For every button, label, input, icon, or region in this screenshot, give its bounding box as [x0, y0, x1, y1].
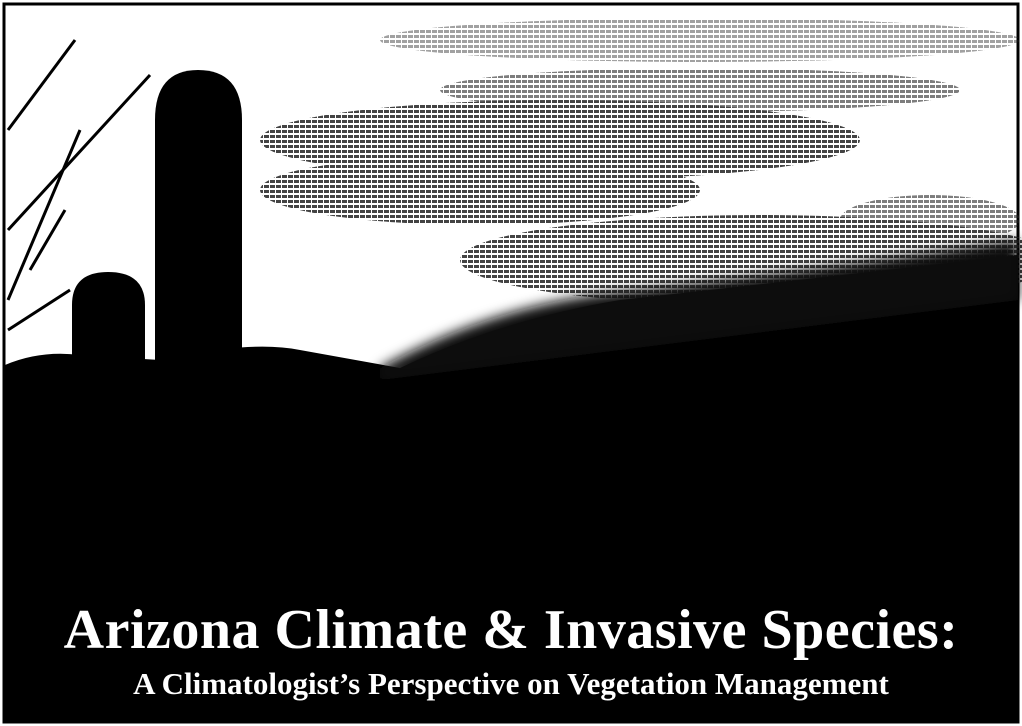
cover-title: Arizona Climate & Invasive Species: [0, 598, 1022, 662]
cover-page: Arizona Climate & Invasive Species: A Cl… [0, 0, 1022, 726]
cover-subtitle: A Climatologist’s Perspective on Vegetat… [0, 666, 1022, 702]
